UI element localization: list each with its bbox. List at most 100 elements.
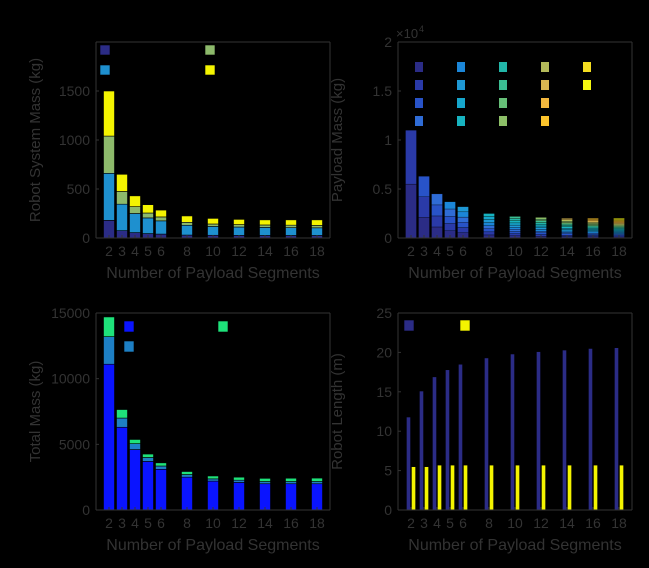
bar-leg-structure-4: [129, 213, 141, 233]
bar-arms-actuators-6: [155, 216, 167, 222]
x-tick-label: 8: [183, 243, 191, 259]
x-tick-label: 3: [118, 243, 126, 259]
legend-label-segment-18: 18: [595, 81, 608, 93]
bar-arm-10: [515, 464, 520, 511]
bar-segment-12-14: [561, 221, 573, 223]
bar-segment-5-8: [483, 222, 495, 226]
bar-segment-1-3: [418, 217, 430, 239]
bar-segment-9-18: [613, 228, 625, 230]
y-tick-label: 5: [384, 463, 392, 479]
bar-segment-4-14: [561, 232, 573, 234]
bar-segment-10-12: [535, 220, 547, 223]
bar-leg-10: [510, 353, 515, 511]
legend-swatch-segment-10: [499, 80, 507, 90]
bar-segment-10-14: [561, 223, 573, 226]
bar-payload-bay-4: [129, 443, 141, 450]
x-tick-label: 14: [559, 515, 575, 531]
bar-leg-structure-3: [116, 203, 128, 231]
bar-segment-5-6: [457, 211, 469, 218]
bar-segment-11-12: [535, 218, 547, 221]
x-tick-label: 16: [283, 515, 299, 531]
y-tick-label: 0.5: [373, 181, 393, 197]
y-ticks: 0 5 10 15 20 25: [376, 305, 401, 518]
legend-swatch-2: [99, 64, 111, 76]
legend: Segment Number:1234567891011121314151617…: [398, 49, 608, 129]
bar-segment-3-10: [509, 231, 521, 234]
bar-arms-structural-6: [155, 209, 167, 218]
bar-segment-5-10: [509, 227, 521, 230]
bar-payload-bay-3: [116, 417, 128, 428]
x-tick-label: 10: [205, 515, 221, 531]
y-tick-label: 0: [384, 230, 392, 246]
bar-payload-2: [103, 363, 115, 511]
bars: [405, 130, 625, 239]
bar-arms-structural-3: [116, 174, 128, 192]
bar-segment-6-18: [613, 231, 625, 233]
bar-payload-4: [129, 449, 141, 511]
bar-segment-2-6: [457, 227, 469, 233]
x-tick-label: 5: [144, 243, 152, 259]
legend-swatch-3: [204, 44, 216, 56]
x-tick-label: 16: [585, 515, 601, 531]
bar-arms-actuators-14: [259, 224, 271, 228]
legend-swatch-1: [403, 319, 415, 332]
x-axis-label: Number of Payload Segments: [106, 265, 319, 282]
legend-label-1: Leg: [419, 319, 441, 334]
bar-segment-2-4: [431, 215, 443, 228]
bar-segment-9-12: [535, 222, 547, 225]
legend-label-2: Arm: [475, 319, 499, 334]
legend-swatch-segment-3: [415, 98, 423, 108]
legend-label-segment-7: 7: [469, 99, 475, 111]
legend-swatch-segment-2: [415, 80, 423, 90]
bar-segment-2-5: [444, 223, 456, 231]
y-tick-label: 500: [67, 181, 91, 197]
legend-label-3: Arms:Actuators: [219, 44, 304, 58]
chart-panel-3: 0 5000 10000 15000 2 3 4 5 6 8 10 12 14 16 18 Number of…: [27, 305, 331, 554]
y-tick-label: 1: [384, 132, 392, 148]
bar-segment-14-18: [613, 222, 625, 224]
legend-label-segment-12: 12: [511, 117, 524, 129]
bar-segment-8-14: [561, 226, 573, 229]
x-tick-label: 10: [205, 243, 221, 259]
y-tick-label: 2: [384, 34, 392, 50]
bar-segment-15-16: [587, 219, 599, 221]
bar-arm-16: [593, 464, 598, 511]
legend-label-segment-16: 16: [553, 117, 566, 129]
bar-arms-actuators-12: [233, 224, 245, 228]
bar-payload-18: [311, 483, 323, 511]
bar-arm-14: [567, 464, 572, 511]
bar-segment-2-8: [483, 231, 495, 236]
bar-arms-actuators-8: [181, 222, 193, 226]
legend-label-segment-2: 2: [427, 81, 433, 93]
bar-leg-structure-8: [181, 224, 193, 236]
y-tick-label: 15000: [51, 305, 90, 321]
x-tick-label: 12: [533, 515, 549, 531]
legend-swatch-segment-4: [415, 116, 423, 126]
y-tick-label: 1500: [59, 83, 90, 99]
bar-segment-9-10: [509, 218, 521, 221]
y-tick-label: 20: [376, 344, 392, 360]
bar-arm-8: [489, 464, 494, 511]
bar-robots-3: [116, 409, 128, 419]
bar-segment-7-8: [483, 216, 495, 220]
legend-label-1: Leg:Actuators: [114, 44, 191, 58]
bar-leg-14: [562, 349, 567, 511]
bar-segment-10-18: [613, 226, 625, 229]
legend-swatch-segment-12: [499, 116, 507, 126]
y-tick-label: 25: [376, 305, 392, 321]
x-tick-label: 10: [507, 515, 523, 531]
bar-arms-structural-12: [233, 219, 245, 225]
legend-label-segment-8: 8: [469, 117, 475, 129]
bar-segment-10-10: [509, 216, 521, 219]
x-tick-label: 6: [157, 515, 165, 531]
bar-segment-5-16: [587, 231, 599, 234]
x-tick-label: 2: [407, 243, 415, 259]
bars: [103, 316, 323, 511]
x-tick-label: 3: [420, 243, 428, 259]
legend-label-segment-15: 15: [553, 99, 566, 111]
bar-segment-16-18: [613, 220, 625, 222]
legend-swatch-2: [459, 319, 471, 332]
x-axis-label: Number of Payload Segments: [106, 537, 319, 554]
bar-arms-structural-8: [181, 215, 193, 223]
